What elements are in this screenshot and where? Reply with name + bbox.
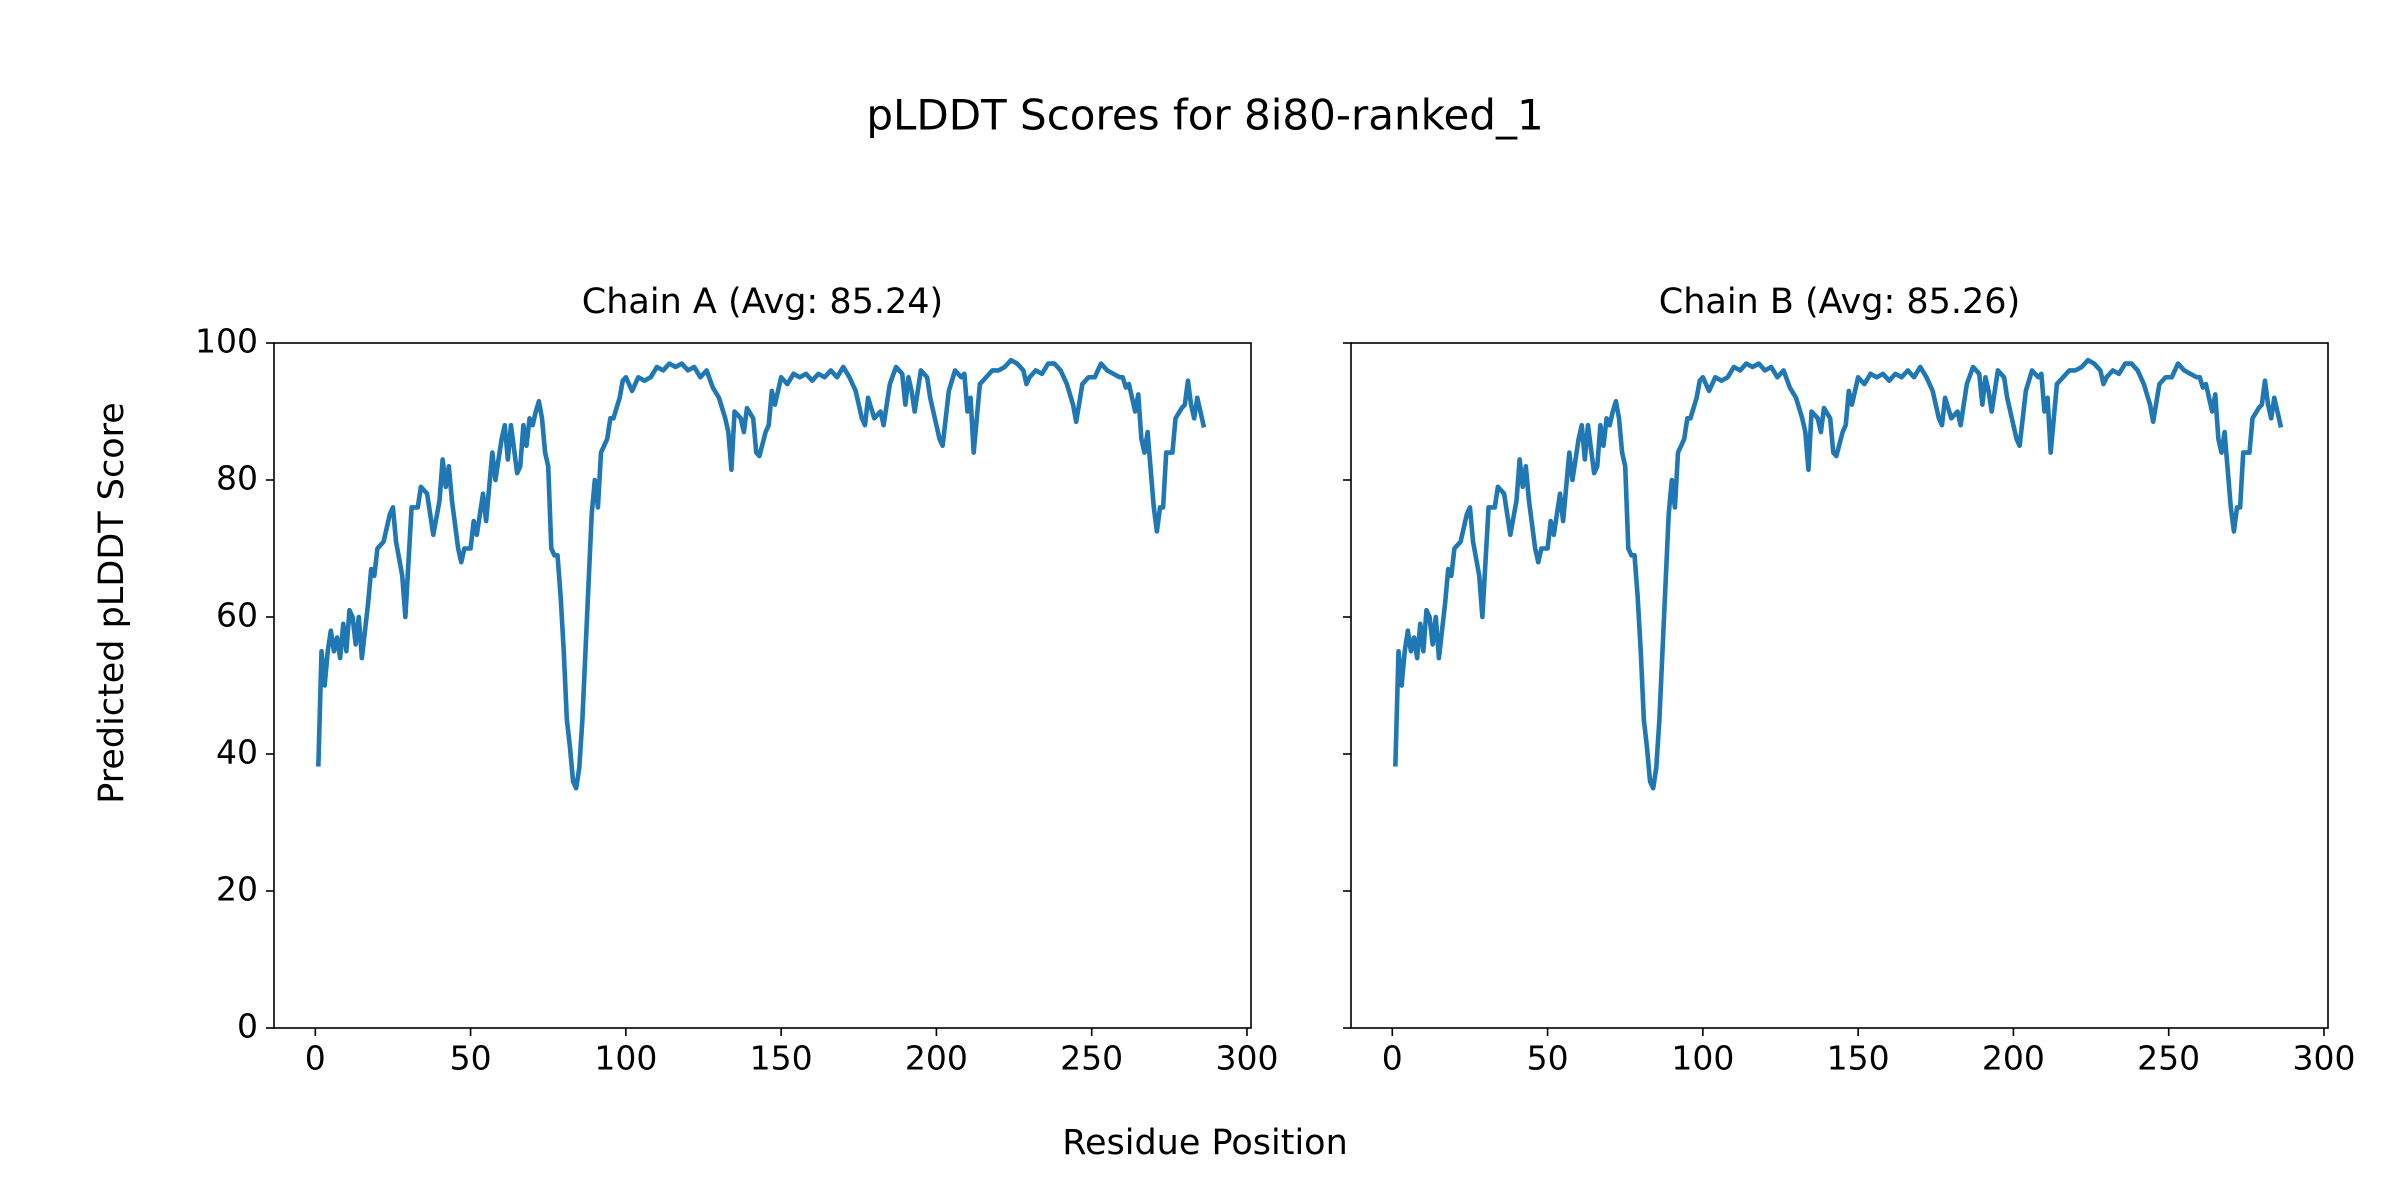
x-tick-label: 250	[1060, 1039, 1123, 1078]
figure-title: pLDDT Scores for 8i80-ranked_1	[866, 91, 1543, 140]
y-tick-label: 60	[216, 596, 258, 635]
y-tick-label: 40	[216, 733, 258, 772]
x-tick-label: 200	[1982, 1039, 2045, 1078]
y-tick-label: 0	[237, 1007, 258, 1046]
y-axis-label: Predicted pLDDT Score	[92, 402, 132, 804]
x-tick-label: 200	[905, 1039, 968, 1078]
x-tick-label: 300	[2292, 1039, 2355, 1078]
x-tick-label: 300	[1215, 1039, 1278, 1078]
axes-frame	[273, 342, 1252, 1029]
x-tick-label: 150	[750, 1039, 813, 1078]
x-tick-label: 50	[1527, 1039, 1569, 1078]
y-tick-label: 100	[195, 322, 258, 361]
data-line	[1393, 357, 2284, 791]
x-tick-label: 100	[594, 1039, 657, 1078]
subplot-title: Chain A (Avg: 85.24)	[582, 282, 943, 322]
x-axis-label: Residue Position	[1062, 1123, 1348, 1163]
x-tick-label: 100	[1671, 1039, 1734, 1078]
x-tick-label: 150	[1827, 1039, 1890, 1078]
axes-frame	[1350, 342, 2329, 1029]
x-tick-label: 0	[1382, 1039, 1403, 1078]
x-tick-label: 250	[2137, 1039, 2200, 1078]
data-line	[316, 357, 1207, 791]
y-tick-label: 20	[216, 870, 258, 909]
x-tick-label: 0	[305, 1039, 326, 1078]
subplot-title: Chain B (Avg: 85.26)	[1659, 282, 2020, 322]
x-tick-label: 50	[450, 1039, 492, 1078]
y-tick-label: 80	[216, 459, 258, 498]
